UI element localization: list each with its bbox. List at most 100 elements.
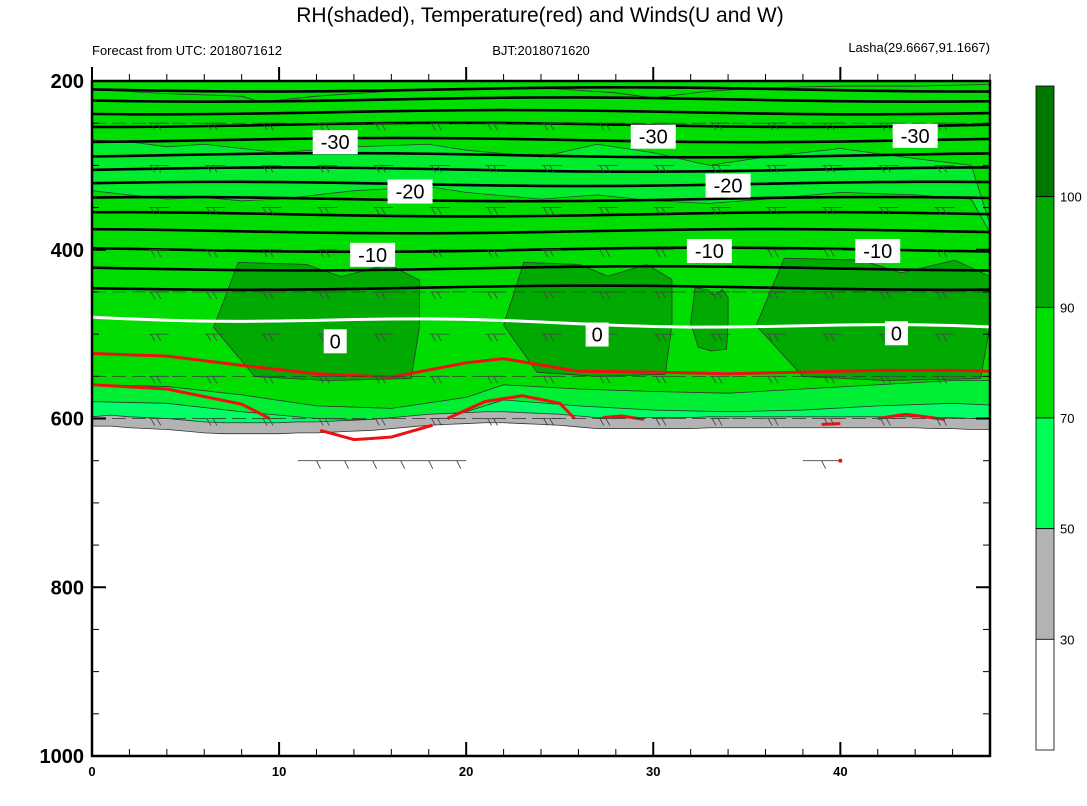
colorbar-segment — [1035, 306, 1055, 419]
rh-band-upper — [92, 81, 990, 103]
wind-barb-tick — [487, 249, 492, 257]
forecast-subtitle: Forecast from UTC: 2018071612 — [92, 43, 282, 58]
wind-barb-tick — [823, 122, 829, 131]
wind-barb-tick — [268, 376, 274, 384]
temperature-label-text: 0 — [330, 331, 341, 353]
wind-barb-tick — [823, 291, 829, 300]
wind-barb-tick — [717, 333, 723, 342]
wind-barb-tick — [212, 207, 218, 215]
wind-barb-tick — [268, 122, 274, 131]
wind-barb-tick — [318, 165, 324, 173]
red-temperature-line-5 — [821, 422, 841, 426]
wind-barb-tick — [599, 291, 605, 300]
temperature-label: 0 — [585, 322, 609, 347]
wind-barb-tick — [661, 418, 667, 426]
wind-barb-tick — [936, 249, 941, 257]
wind-barb-tick — [886, 165, 891, 173]
wind-barb — [597, 375, 618, 384]
wind-barb-tick — [942, 122, 947, 131]
wind-barb-tick — [942, 376, 947, 384]
wind-barb-tick — [206, 418, 212, 426]
wind-barb-tick — [156, 333, 162, 342]
wind-barb-tick — [880, 122, 885, 131]
x-tick-label: 0 — [88, 764, 95, 779]
colorbar-label: 70 — [1060, 411, 1074, 426]
wind-barb-tick — [324, 165, 330, 173]
wind-barb-tick — [262, 122, 268, 131]
wind-barb-tick — [886, 122, 891, 131]
wind-barb-tick — [318, 333, 324, 342]
wind-barb-tick — [717, 291, 723, 300]
wind-barb — [317, 122, 338, 131]
wind-barb — [541, 249, 562, 257]
wind-barb — [485, 375, 506, 384]
isotherm-line-1 — [92, 96, 990, 103]
wind-barb-tick — [206, 333, 212, 342]
wind-barb — [597, 122, 618, 131]
wind-barb-tick — [437, 376, 442, 384]
wind-barb-tick — [829, 291, 835, 300]
isotherm-line-5 — [92, 151, 990, 159]
wind-barb — [934, 375, 955, 384]
wind-barb-tick — [543, 418, 549, 426]
wind-barb — [766, 207, 787, 215]
wind-barb — [766, 164, 787, 173]
wind-barb-tick — [318, 249, 324, 257]
wind-barb-tick — [493, 249, 498, 257]
wind-barb-tick — [543, 207, 549, 215]
wind-barb-tick — [487, 333, 492, 342]
wind-barb — [822, 249, 843, 257]
wind-barb — [653, 291, 674, 300]
wind-barb — [204, 122, 225, 131]
wind-barb-tick — [767, 291, 773, 300]
wind-barb-tick — [599, 418, 605, 426]
wind-barb-tick — [886, 291, 891, 300]
temperature-label-box — [585, 322, 609, 347]
temperature-label-box — [387, 179, 433, 204]
wind-barb-tick — [318, 291, 324, 300]
wind-barb — [261, 249, 282, 257]
wind-barb — [822, 164, 843, 173]
wind-barb-tick — [605, 418, 611, 426]
wind-barb-tick — [487, 291, 492, 300]
wind-barb-tick — [206, 249, 212, 257]
surface-wind-tick — [428, 460, 434, 469]
wind-barb-tick — [324, 291, 330, 300]
wind-barb-tick — [880, 207, 885, 215]
wind-barb-tick — [886, 376, 891, 384]
wind-barb — [822, 333, 843, 342]
wind-barb — [653, 207, 674, 215]
wind-barb — [766, 291, 787, 300]
isotherm-line-4 — [92, 136, 990, 144]
temperature-label: -30 — [312, 130, 358, 155]
wind-barb-tick — [767, 376, 773, 384]
y-tick-label: 600 — [51, 409, 84, 431]
wind-barb — [373, 207, 394, 215]
wind-barb-tick — [942, 207, 947, 215]
wind-barb-tick — [212, 376, 218, 384]
wind-barb-tick — [655, 165, 661, 173]
wind-barb-tick — [156, 376, 162, 384]
red-temperature-line-2 — [446, 394, 576, 420]
red-temperature-line-3 — [319, 423, 433, 442]
wind-barb-tick — [543, 165, 549, 173]
colorbar-segment — [1035, 638, 1055, 751]
wind-barb-tick — [380, 165, 386, 173]
wind-barb-tick — [493, 376, 498, 384]
temperature-label: -30 — [630, 124, 676, 149]
wind-barb-tick — [661, 249, 667, 257]
wind-barb-tick — [661, 207, 667, 215]
wind-barb — [541, 164, 562, 173]
wind-barb-tick — [543, 333, 549, 342]
surface-wind-tick — [400, 460, 406, 469]
wind-barb-tick — [380, 122, 386, 131]
wind-barb-tick — [605, 249, 611, 257]
wind-barb-tick — [212, 291, 218, 300]
wind-barb-tick — [942, 291, 947, 300]
wind-barb — [148, 164, 169, 173]
y-tick-label: 200 — [51, 71, 84, 93]
wind-barb-tick — [150, 376, 156, 384]
wind-barb-tick — [599, 122, 605, 131]
wind-barb-tick — [156, 122, 162, 131]
